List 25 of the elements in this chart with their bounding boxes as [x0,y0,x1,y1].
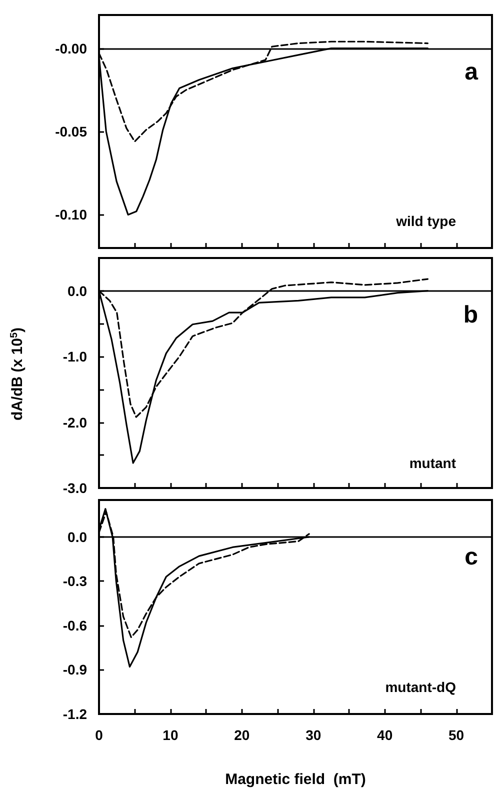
x-tick-label: 30 [306,727,322,743]
annotation: c [464,544,478,570]
y-tick-label: -1.2 [62,706,88,722]
annotation: a [464,58,479,86]
y-tick-label: -0.3 [62,573,88,590]
y-tick-label: -1.0 [62,348,88,365]
y-tick-label: -0.05 [55,124,88,140]
y-tick-label: -0.6 [62,617,88,634]
x-tick-label: 0 [95,727,104,743]
annotation: wild type [395,213,456,229]
x-tick-label: 10 [162,727,178,743]
annotation: mutant [409,455,456,471]
y-tick-label: -0.00 [55,40,88,56]
x-tick-label: 50 [448,727,464,743]
annotation: mutant-dQ [385,679,456,695]
y-tick-label: 0.0 [68,282,88,299]
y-tick-label: -2.0 [62,414,88,430]
x-tick-label: 40 [377,727,393,743]
x-axis-title: Magnetic field (mT) [225,771,366,788]
y-tick-label: 0.0 [68,528,88,545]
annotation: b [463,302,478,328]
y-tick-label: -3.0 [62,480,88,496]
y-tick-label: -0.9 [62,662,88,678]
y-tick-label: -0.10 [55,206,88,223]
x-tick-label: 20 [234,727,250,743]
